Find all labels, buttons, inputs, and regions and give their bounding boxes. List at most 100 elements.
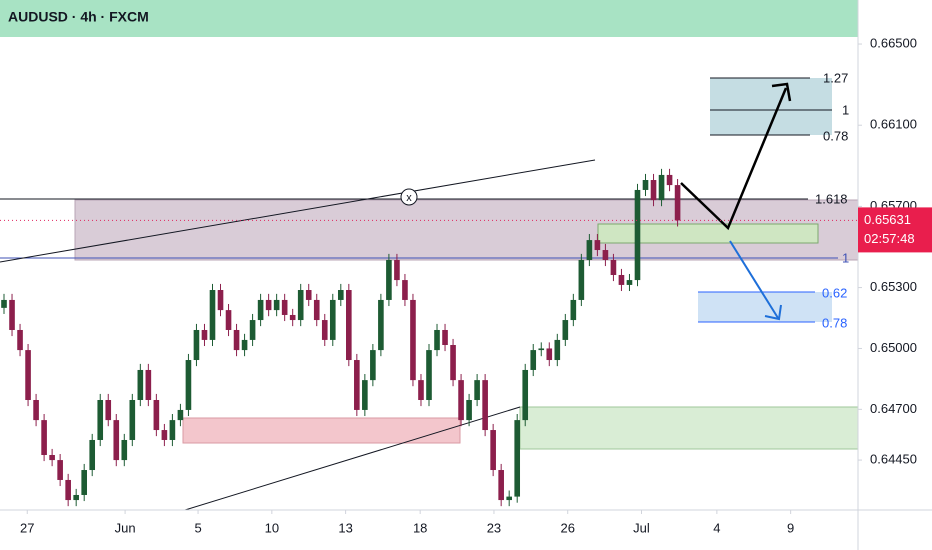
candle-body bbox=[634, 189, 641, 281]
candle-body bbox=[9, 299, 15, 330]
candle-body bbox=[594, 240, 601, 251]
candle-body bbox=[89, 439, 96, 471]
candle-body bbox=[498, 470, 504, 501]
candle-body bbox=[161, 430, 168, 440]
x-tick-label: Jun bbox=[115, 520, 136, 535]
last-price-box bbox=[858, 207, 932, 253]
candle-body bbox=[201, 329, 208, 340]
fvg-zone bbox=[519, 406, 859, 450]
x-tick-label: 9 bbox=[787, 520, 794, 535]
candle-body bbox=[410, 299, 416, 381]
candle-body bbox=[225, 310, 232, 330]
candle-body bbox=[305, 290, 312, 300]
candle-body bbox=[281, 299, 288, 315]
trend-line bbox=[184, 406, 521, 511]
candle-body bbox=[73, 494, 79, 501]
x-tick-label: 27 bbox=[20, 520, 34, 535]
y-tick-label: 0.65000 bbox=[870, 340, 917, 355]
candle-body bbox=[450, 345, 456, 381]
candle-body bbox=[554, 339, 561, 361]
fib-label: 0.78 bbox=[822, 315, 847, 330]
candle-body bbox=[490, 430, 496, 471]
supply-zone bbox=[0, 0, 858, 37]
candle-body bbox=[297, 290, 304, 321]
candle-body bbox=[289, 314, 296, 321]
candle-body bbox=[33, 400, 39, 421]
candle-body bbox=[434, 329, 440, 351]
candle-body bbox=[538, 348, 545, 351]
candle-body bbox=[129, 400, 136, 440]
candle-body bbox=[273, 299, 280, 311]
y-tick-label: 0.65300 bbox=[870, 279, 917, 294]
candle-body bbox=[386, 259, 392, 300]
candle-body bbox=[177, 409, 184, 421]
candle-body bbox=[474, 380, 480, 401]
candles bbox=[1, 168, 681, 507]
x-tick-label: Jul bbox=[633, 520, 650, 535]
candle-body bbox=[169, 420, 176, 440]
candle-body bbox=[41, 420, 47, 456]
candle-body bbox=[610, 259, 617, 275]
candle-body bbox=[209, 290, 216, 340]
entry-zone bbox=[597, 223, 819, 244]
projection-down bbox=[729, 240, 779, 319]
candle-body bbox=[25, 350, 31, 401]
candle-body bbox=[233, 329, 240, 351]
candle-body bbox=[362, 380, 368, 410]
candle-body bbox=[394, 259, 400, 281]
candle-body bbox=[674, 185, 681, 221]
candle-body bbox=[482, 380, 488, 431]
candle-body bbox=[458, 380, 464, 421]
x-tick-label: 23 bbox=[487, 520, 501, 535]
marker-circle bbox=[400, 188, 418, 206]
candle-body bbox=[265, 299, 272, 311]
fib-label: 1 bbox=[842, 250, 849, 265]
x-tick-label: 4 bbox=[713, 520, 720, 535]
candle-body bbox=[354, 360, 360, 410]
candle-body bbox=[426, 350, 432, 401]
candle-body bbox=[249, 320, 256, 340]
candle-body bbox=[370, 350, 376, 381]
candle-body bbox=[514, 420, 521, 497]
y-tick-label: 0.66100 bbox=[870, 117, 917, 132]
candle-body bbox=[546, 348, 553, 361]
candle-body bbox=[666, 174, 673, 186]
arrow-head bbox=[764, 304, 782, 321]
candle-body bbox=[1, 299, 7, 308]
candle-body bbox=[313, 299, 320, 321]
chart-title: AUDUSD · 4h · FXCM bbox=[8, 9, 149, 25]
fib-label: 1.27 bbox=[823, 70, 848, 85]
candle-body bbox=[618, 274, 625, 285]
y-tick-label: 0.64700 bbox=[870, 401, 917, 416]
y-tick-label: 0.66500 bbox=[870, 35, 917, 50]
x-tick-label: 26 bbox=[560, 520, 574, 535]
candle-body bbox=[337, 290, 344, 300]
candle-body bbox=[57, 460, 63, 480]
candle-body bbox=[346, 290, 352, 361]
last-price-label: 0.65631 bbox=[864, 212, 911, 227]
candle-body bbox=[506, 496, 512, 501]
candle-body bbox=[329, 299, 336, 340]
fib-label: 0.62 bbox=[822, 285, 847, 300]
demand-zone bbox=[182, 417, 461, 444]
projection-up bbox=[680, 87, 788, 231]
fib-label: 0.78 bbox=[823, 128, 848, 143]
candle-body bbox=[17, 329, 23, 351]
candle-body bbox=[602, 250, 609, 260]
candle-body bbox=[81, 470, 88, 495]
candle-body bbox=[105, 400, 112, 421]
candle-body bbox=[522, 369, 529, 421]
candle-body bbox=[113, 420, 120, 461]
candle-body bbox=[402, 280, 408, 300]
candle-body bbox=[466, 400, 472, 421]
y-tick-label: 0.64450 bbox=[870, 452, 917, 467]
candle-body bbox=[642, 180, 649, 190]
candle-body bbox=[442, 329, 448, 346]
countdown-label: 02:57:48 bbox=[864, 231, 915, 246]
x-tick-label: 10 bbox=[265, 520, 279, 535]
candle-body bbox=[418, 380, 424, 401]
fib-label: 1.618 bbox=[815, 191, 848, 206]
candle-body bbox=[185, 360, 192, 410]
x-tick-label: 5 bbox=[194, 520, 201, 535]
